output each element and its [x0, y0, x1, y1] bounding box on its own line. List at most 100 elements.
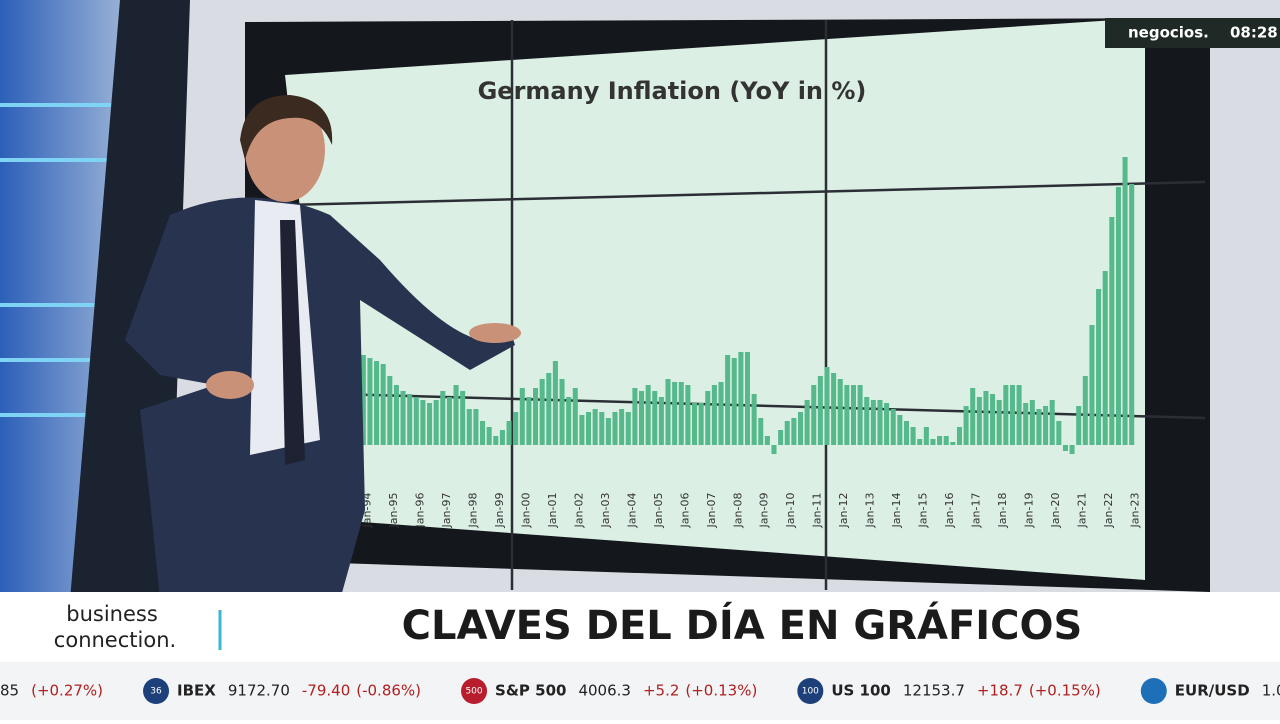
bar: [751, 394, 757, 445]
bar: [480, 421, 486, 445]
bar: [592, 409, 598, 445]
bar: [758, 418, 764, 445]
bar: [711, 385, 717, 445]
bar: [910, 427, 916, 445]
headline: CLAVES DEL DÍA EN GRÁFICOS: [402, 601, 1083, 649]
x-tick-label: Jan-98: [466, 493, 479, 529]
bar: [897, 415, 903, 445]
bar: [1056, 421, 1062, 445]
bar: [579, 415, 585, 445]
bar: [1009, 385, 1015, 445]
bar: [506, 421, 512, 445]
ticker-change: +18.7: [977, 682, 1023, 700]
x-tick-label: Jan-13: [864, 493, 877, 529]
bar: [956, 427, 962, 445]
bar: [725, 355, 731, 445]
x-tick-label: Jan-05: [652, 493, 665, 529]
bar: [374, 361, 380, 445]
ticker-price: 85: [0, 682, 19, 700]
ticker-badge: [461, 678, 488, 704]
bar: [824, 367, 830, 445]
ticker-badge-text: 500: [465, 687, 482, 697]
bar: [605, 418, 611, 445]
bar: [625, 412, 631, 445]
brand-line: business: [66, 602, 158, 626]
ticker-pct: (-0.86%): [356, 682, 421, 700]
ticker-bar: [0, 662, 1280, 720]
bar: [559, 379, 565, 445]
bar: [1102, 271, 1108, 445]
bar: [990, 394, 996, 445]
ticker-pct: (+0.27%): [31, 682, 103, 700]
bar: [645, 385, 651, 445]
bar: [1076, 406, 1082, 445]
ticker-change: -79.40: [302, 682, 350, 700]
ticker-price: 4006.3: [578, 682, 631, 700]
bar: [427, 403, 433, 445]
bar: [1129, 184, 1135, 445]
bar: [678, 382, 684, 445]
bar: [639, 391, 645, 445]
bar: [691, 403, 698, 445]
bar: [817, 376, 823, 445]
ticker-pct: (+0.15%): [1029, 682, 1101, 700]
bar: [784, 421, 790, 445]
bar: [850, 385, 856, 445]
bar: [433, 400, 439, 445]
clock: 08:28: [1230, 24, 1278, 42]
ticker-name: IBEX: [177, 682, 216, 700]
bar: [566, 397, 572, 445]
bar: [1089, 325, 1095, 445]
bar: [903, 421, 909, 445]
chart-title: Germany Inflation (YoY in %): [478, 77, 867, 105]
x-tick-label: Jan-95: [387, 493, 400, 529]
x-tick-label: Jan-11: [811, 493, 824, 529]
bar: [572, 388, 578, 445]
x-tick-label: Jan-02: [572, 493, 585, 529]
bar: [400, 391, 406, 445]
bar: [499, 430, 505, 445]
bar: [797, 412, 804, 445]
x-tick-label: Jan-23: [1129, 493, 1142, 529]
bar: [1096, 289, 1102, 445]
bar: [698, 403, 704, 445]
bar: [599, 412, 605, 445]
bar: [877, 400, 883, 445]
bar: [453, 385, 459, 445]
bar: [923, 427, 929, 445]
bar: [778, 430, 784, 445]
bar: [672, 382, 678, 445]
x-tick-label: Jan-12: [837, 493, 850, 529]
bar: [473, 409, 479, 445]
bar: [413, 397, 419, 445]
bar: [1023, 403, 1029, 445]
x-tick-label: Jan-09: [758, 493, 771, 529]
x-tick-label: Jan-15: [917, 493, 930, 529]
ticker-price: 9172.70: [228, 682, 290, 700]
ticker-change: +5.2: [643, 682, 679, 700]
x-tick-label: Jan-10: [784, 493, 797, 529]
bar: [539, 379, 545, 445]
bar: [360, 355, 366, 445]
bar: [943, 436, 949, 445]
bar: [917, 439, 923, 445]
bar: [1115, 187, 1121, 445]
bar: [718, 382, 724, 445]
bar: [1043, 406, 1049, 445]
bar: [937, 436, 943, 445]
bar: [831, 373, 837, 445]
bar: [1069, 445, 1075, 454]
bar: [486, 427, 492, 445]
x-tick-label: Jan-17: [970, 493, 983, 529]
bar: [546, 373, 552, 445]
bar: [976, 397, 982, 445]
bar: [963, 406, 969, 445]
ticker-badge: [797, 678, 824, 704]
x-tick-label: Jan-01: [546, 493, 559, 529]
lower-third: [0, 592, 1280, 662]
ticker-name: S&P 500: [495, 682, 566, 700]
bar: [884, 403, 890, 445]
bug-box: [1105, 18, 1280, 48]
ticker-price: 1.0: [1262, 682, 1280, 700]
bar: [890, 409, 896, 445]
